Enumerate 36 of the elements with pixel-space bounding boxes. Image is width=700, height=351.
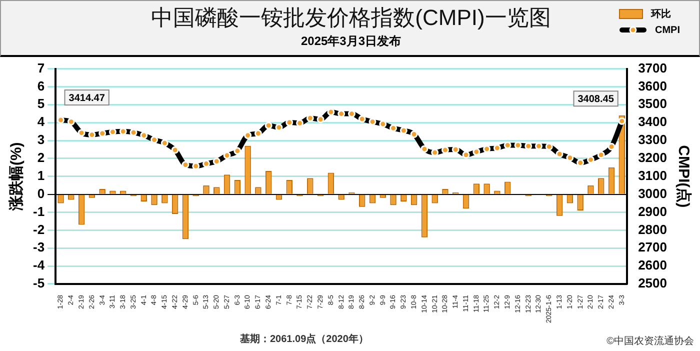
y2-tick-label: 3100 [638, 168, 667, 183]
y2-tick-label: 3300 [638, 132, 667, 148]
y-tick-label: 3 [37, 132, 45, 148]
y-tick-label: 7 [37, 60, 45, 76]
y-tick-label: 2 [37, 150, 45, 166]
chart-subtitle: 2025年3月3日发布 [300, 34, 402, 48]
y-tick-label: 1 [37, 168, 45, 183]
text: ©中国农资流通协会 [606, 334, 694, 348]
y-tick-label: -3 [32, 240, 45, 255]
text: 基期：2061.09点（2020年） [240, 332, 368, 346]
y-axis-title: 涨跌幅(%) [8, 142, 26, 212]
data-label: 3414.47 [68, 92, 106, 104]
y-tick-label: -1 [32, 204, 45, 219]
y-tick-label: 5 [37, 96, 45, 112]
y-tick-label: 6 [37, 78, 45, 94]
y2-axis-title: CMPI(点) [674, 145, 692, 208]
y2-tick-label: 3700 [638, 60, 667, 76]
y2-tick-label: 3600 [638, 78, 667, 94]
y2-tick-label: 2500 [638, 276, 667, 291]
y2-tick-label: 3500 [638, 96, 667, 112]
y2-tick-label: 2900 [638, 204, 667, 219]
y2-tick-label: 2700 [638, 240, 667, 255]
y2-tick-label: 3000 [638, 186, 667, 201]
legend-label: CMPI [655, 24, 680, 36]
y-tick-label: -5 [32, 276, 45, 291]
chart-title: 中国磷酸一铵批发价格指数(CMPI)一览图 [151, 5, 551, 30]
y2-tick-label: 3200 [638, 150, 667, 166]
y2-tick-label: 2800 [638, 222, 667, 237]
y-tick-label: 0 [37, 186, 45, 201]
y2-tick-label: 3400 [638, 114, 667, 130]
data-label: 3408.45 [578, 94, 614, 105]
y-tick-label: 4 [37, 114, 46, 130]
y-tick-label: -2 [32, 222, 45, 237]
legend-label: 环比 [651, 8, 671, 21]
y2-tick-label: 2600 [638, 258, 667, 273]
y-tick-label: -4 [32, 258, 46, 273]
